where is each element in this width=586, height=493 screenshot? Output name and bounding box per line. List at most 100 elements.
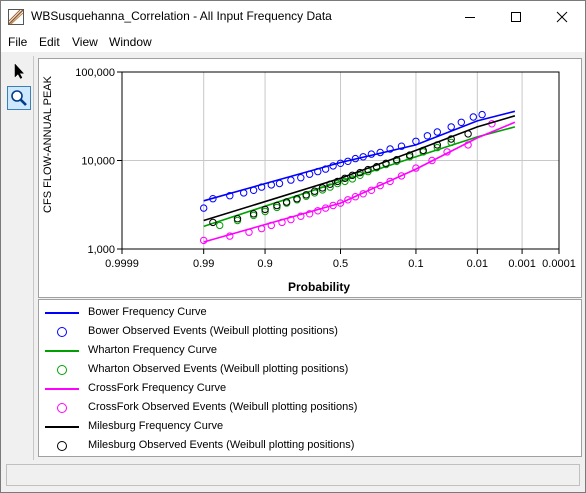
observed-event-point	[348, 171, 357, 180]
legend-label: Bower Frequency Curve	[88, 306, 207, 318]
observed-event-point	[226, 232, 234, 240]
observed-event-point	[267, 221, 276, 230]
observed-event-point	[412, 164, 420, 172]
observed-event-point	[367, 150, 376, 158]
observed-event-point	[261, 205, 269, 214]
legend-line-swatch	[45, 312, 79, 314]
observed-event-point	[310, 187, 319, 195]
observed-event-point	[469, 113, 477, 121]
observed-event-point	[344, 196, 352, 204]
observed-event-point	[249, 186, 258, 195]
observed-event-point	[321, 165, 330, 173]
observed-event-point	[376, 148, 384, 157]
menu-bar: File Edit View Window	[0, 32, 586, 52]
observed-event-point	[249, 210, 258, 218]
observed-event-point	[216, 221, 224, 230]
legend-item: Bower Frequency Curve	[43, 304, 579, 322]
x-axis-label: Probability	[288, 280, 350, 294]
y-tick-label: 10,000	[81, 156, 115, 168]
observed-event-point	[226, 192, 234, 200]
y-tick-label: 100,000	[75, 67, 115, 79]
observed-event-point	[333, 177, 342, 186]
legend-item: CrossFork Observed Events (Weibull plott…	[43, 399, 579, 417]
window-title: WBSusquehanna_Correlation - All Input Fr…	[31, 9, 332, 23]
frequency-plot-panel: 0.9999 0.99 0.9 0.5 0.1 0.01 0.001 0.0001 1,000 1…	[38, 58, 582, 298]
observed-event-point	[423, 132, 432, 140]
plot-toolbar	[4, 56, 34, 460]
observed-event-point	[356, 168, 364, 177]
observed-event-point	[318, 184, 327, 192]
zoom-tool-button[interactable]	[7, 86, 31, 110]
observed-event-point	[376, 181, 384, 190]
x-tick-label: 0.9999	[105, 258, 139, 270]
legend-item: Milesburg Observed Events (Weibull plott…	[43, 437, 579, 455]
observed-event-point	[433, 141, 441, 149]
menu-window[interactable]: Window	[109, 35, 152, 49]
observed-event-point	[443, 148, 451, 156]
observed-event-point	[359, 190, 367, 198]
observed-event-point	[326, 180, 334, 188]
x-tick-label: 0.9	[257, 258, 272, 270]
observed-event-point	[464, 141, 472, 149]
minimize-button[interactable]	[447, 1, 493, 32]
x-tick-label: 0.001	[508, 258, 536, 270]
status-bar	[6, 464, 580, 486]
title-bar: WBSusquehanna_Correlation - All Input Fr…	[0, 0, 586, 32]
legend-label: Wharton Observed Events (Weibull plottin…	[88, 363, 349, 375]
observed-event-point	[314, 207, 322, 215]
y-tick-label: 1,000	[87, 244, 115, 256]
y-axis-label: CFS FLOW-ANNUAL PEAK	[42, 75, 54, 213]
frequency-curve-line	[203, 110, 516, 202]
observed-event-point	[447, 135, 455, 143]
observed-event-point	[372, 163, 381, 171]
frequency-chart[interactable]: 0.9999 0.99 0.9 0.5 0.1 0.01 0.001 0.0001 1,000 1…	[39, 59, 581, 297]
legend-item: Bower Observed Events (Weibull plotting …	[43, 323, 579, 341]
observed-event-point	[356, 171, 364, 180]
legend-circle-marker	[57, 327, 67, 337]
menu-view[interactable]: View	[72, 35, 98, 49]
menu-file[interactable]: File	[8, 35, 28, 49]
observed-event-point	[397, 172, 406, 180]
observed-event-point	[341, 174, 349, 183]
milesburg-frequency-curve	[203, 115, 516, 222]
frequency-curve-line	[203, 121, 516, 243]
observed-event-point	[297, 174, 305, 182]
chart-legend: Bower Frequency Curve Bower Observed Even…	[38, 299, 582, 457]
observed-event-point	[464, 130, 472, 138]
observed-event-point	[433, 128, 441, 136]
observed-event-point	[287, 215, 295, 224]
x-tick-label: 0.1	[408, 258, 423, 270]
observed-event-point	[428, 156, 436, 165]
legend-circle-marker	[57, 441, 67, 451]
observed-event-point	[351, 193, 360, 201]
menu-edit[interactable]: Edit	[39, 35, 60, 49]
observed-event-point	[447, 123, 455, 131]
close-button[interactable]	[539, 1, 585, 32]
legend-label: CrossFork Observed Events (Weibull plott…	[88, 401, 358, 413]
observed-event-point	[318, 186, 327, 194]
x-tick-label: 0.01	[467, 258, 488, 270]
observed-event-point	[321, 204, 330, 212]
observed-event-point	[419, 146, 427, 155]
pointer-tool-button[interactable]	[7, 59, 31, 83]
legend-circle-marker	[57, 365, 67, 375]
observed-event-point	[267, 181, 276, 189]
observed-event-point	[329, 201, 337, 210]
legend-item: Milesburg Frequency Curve	[43, 418, 579, 436]
crossfork-observed-events-weibull-plotting-positions	[200, 120, 496, 245]
legend-label: Wharton Frequency Curve	[88, 344, 217, 356]
observed-event-point	[351, 154, 360, 163]
observed-event-point	[209, 218, 217, 227]
x-tick-label: 0.5	[333, 258, 348, 270]
observed-event-point	[200, 236, 208, 245]
maximize-button[interactable]	[493, 1, 539, 32]
observed-event-point	[457, 118, 465, 126]
chart-series	[200, 110, 516, 245]
legend-item: Wharton Frequency Curve	[43, 342, 579, 360]
observed-event-point	[287, 176, 295, 184]
legend-line-swatch	[45, 388, 79, 390]
observed-event-point	[297, 212, 305, 220]
observed-event-point	[261, 207, 269, 216]
observed-event-point	[367, 186, 376, 195]
legend-line-swatch	[45, 350, 79, 352]
